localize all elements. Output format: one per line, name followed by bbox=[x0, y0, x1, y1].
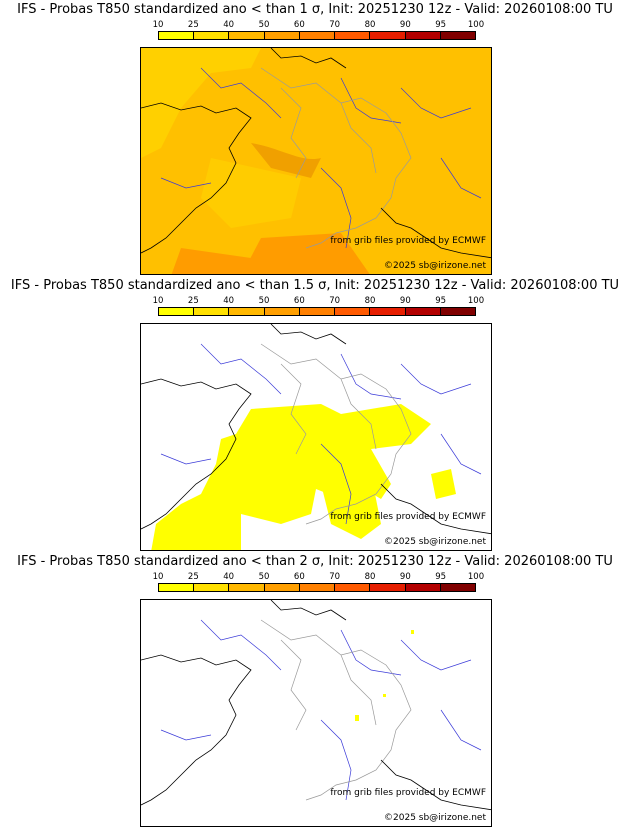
colorbar-tick-label: 90 bbox=[399, 572, 411, 582]
colorbar-segment bbox=[194, 308, 230, 315]
colorbar-segment bbox=[159, 32, 195, 39]
colorbar-segment bbox=[229, 308, 265, 315]
copyright-credit: ©2025 sb@irizone.net bbox=[384, 537, 486, 547]
colorbar-segment bbox=[405, 308, 441, 315]
colorbar-tick-label: 40 bbox=[223, 296, 235, 306]
colorbar-tick-label: 50 bbox=[258, 20, 270, 30]
colorbar bbox=[158, 583, 476, 592]
probability-map: from grib files provided by ECMWF ©2025 … bbox=[140, 47, 492, 275]
colorbar-tick-label: 40 bbox=[223, 20, 235, 30]
coastline bbox=[141, 48, 491, 259]
colorbar-tick-label: 95 bbox=[435, 296, 447, 306]
colorbar-tick-label: 80 bbox=[364, 20, 376, 30]
data-source-credit: from grib files provided by ECMWF bbox=[330, 788, 486, 798]
colorbar-segment bbox=[229, 584, 265, 591]
colorbar-ticks: 10 25 40 50 60 70 80 90 95 100 bbox=[153, 296, 485, 306]
colorbar-segment bbox=[370, 584, 406, 591]
colorbar-tick-label: 25 bbox=[187, 296, 199, 306]
panel-title: IFS - Probas T850 standardized ano < tha… bbox=[17, 2, 613, 17]
colorbar-segment bbox=[405, 32, 441, 39]
colorbar-tick-label: 60 bbox=[293, 572, 305, 582]
colorbar-tick-label: 80 bbox=[364, 572, 376, 582]
probability-panel-2sigma: IFS - Probas T850 standardized ano < tha… bbox=[0, 552, 630, 828]
probability-field bbox=[355, 715, 359, 721]
coastline bbox=[141, 324, 491, 535]
colorbar-segment bbox=[159, 584, 195, 591]
probability-field bbox=[151, 404, 431, 550]
colorbar-segment bbox=[264, 32, 300, 39]
colorbar-tick-label: 10 bbox=[152, 20, 164, 30]
colorbar-segment bbox=[229, 32, 265, 39]
colorbar-segment bbox=[440, 584, 475, 591]
colorbar-ticks: 10 25 40 50 60 70 80 90 95 100 bbox=[153, 20, 485, 30]
colorbar-segment bbox=[299, 584, 336, 591]
colorbar-segment bbox=[299, 32, 336, 39]
colorbar-segment bbox=[440, 308, 475, 315]
colorbar-segment bbox=[194, 32, 230, 39]
probability-map: from grib files provided by ECMWF ©2025 … bbox=[140, 599, 492, 827]
river-lines bbox=[160, 67, 482, 249]
colorbar-segment bbox=[370, 308, 406, 315]
colorbar-segment bbox=[159, 308, 195, 315]
colorbar-tick-label: 95 bbox=[435, 572, 447, 582]
colorbar bbox=[158, 307, 476, 316]
border-lines bbox=[260, 619, 412, 801]
colorbar-tick-label: 10 bbox=[152, 572, 164, 582]
colorbar-tick-label: 100 bbox=[467, 296, 485, 306]
colorbar-segment bbox=[299, 308, 336, 315]
coastline bbox=[141, 600, 491, 811]
colorbar-tick-label: 25 bbox=[187, 20, 199, 30]
colorbar-ticks: 10 25 40 50 60 70 80 90 95 100 bbox=[153, 572, 485, 582]
river-lines bbox=[160, 619, 482, 801]
data-source-credit: from grib files provided by ECMWF bbox=[330, 236, 486, 246]
colorbar-tick-label: 70 bbox=[329, 572, 341, 582]
colorbar-tick-label: 90 bbox=[399, 296, 411, 306]
colorbar-tick-label: 90 bbox=[399, 20, 411, 30]
panel-title: IFS - Probas T850 standardized ano < tha… bbox=[17, 554, 613, 569]
colorbar-tick-label: 100 bbox=[467, 20, 485, 30]
colorbar-segment bbox=[335, 584, 371, 591]
colorbar-tick-label: 40 bbox=[223, 572, 235, 582]
colorbar-tick-label: 25 bbox=[187, 572, 199, 582]
probability-panel-1sigma: IFS - Probas T850 standardized ano < tha… bbox=[0, 0, 630, 276]
colorbar-segment bbox=[264, 308, 300, 315]
colorbar-tick-label: 50 bbox=[258, 296, 270, 306]
colorbar-segment bbox=[335, 32, 371, 39]
copyright-credit: ©2025 sb@irizone.net bbox=[384, 813, 486, 823]
probability-panel-1-5sigma: IFS - Probas T850 standardized ano < tha… bbox=[0, 276, 630, 552]
colorbar-segment bbox=[335, 308, 371, 315]
colorbar-segment bbox=[440, 32, 475, 39]
border-lines bbox=[260, 67, 412, 249]
colorbar-segment bbox=[194, 584, 230, 591]
copyright-credit: ©2025 sb@irizone.net bbox=[384, 261, 486, 271]
colorbar-tick-label: 70 bbox=[329, 20, 341, 30]
colorbar-tick-label: 95 bbox=[435, 20, 447, 30]
colorbar bbox=[158, 31, 476, 40]
colorbar-tick-label: 10 bbox=[152, 296, 164, 306]
colorbar-segment bbox=[370, 32, 406, 39]
river-lines bbox=[160, 343, 482, 525]
colorbar-segment bbox=[264, 584, 300, 591]
colorbar-segment bbox=[405, 584, 441, 591]
colorbar-tick-label: 100 bbox=[467, 572, 485, 582]
colorbar-tick-label: 70 bbox=[329, 296, 341, 306]
data-source-credit: from grib files provided by ECMWF bbox=[330, 512, 486, 522]
probability-map: from grib files provided by ECMWF ©2025 … bbox=[140, 323, 492, 551]
panel-title: IFS - Probas T850 standardized ano < tha… bbox=[10, 278, 620, 293]
colorbar-tick-label: 50 bbox=[258, 572, 270, 582]
colorbar-tick-label: 80 bbox=[364, 296, 376, 306]
border-lines bbox=[260, 343, 412, 525]
colorbar-tick-label: 60 bbox=[293, 296, 305, 306]
colorbar-tick-label: 60 bbox=[293, 20, 305, 30]
